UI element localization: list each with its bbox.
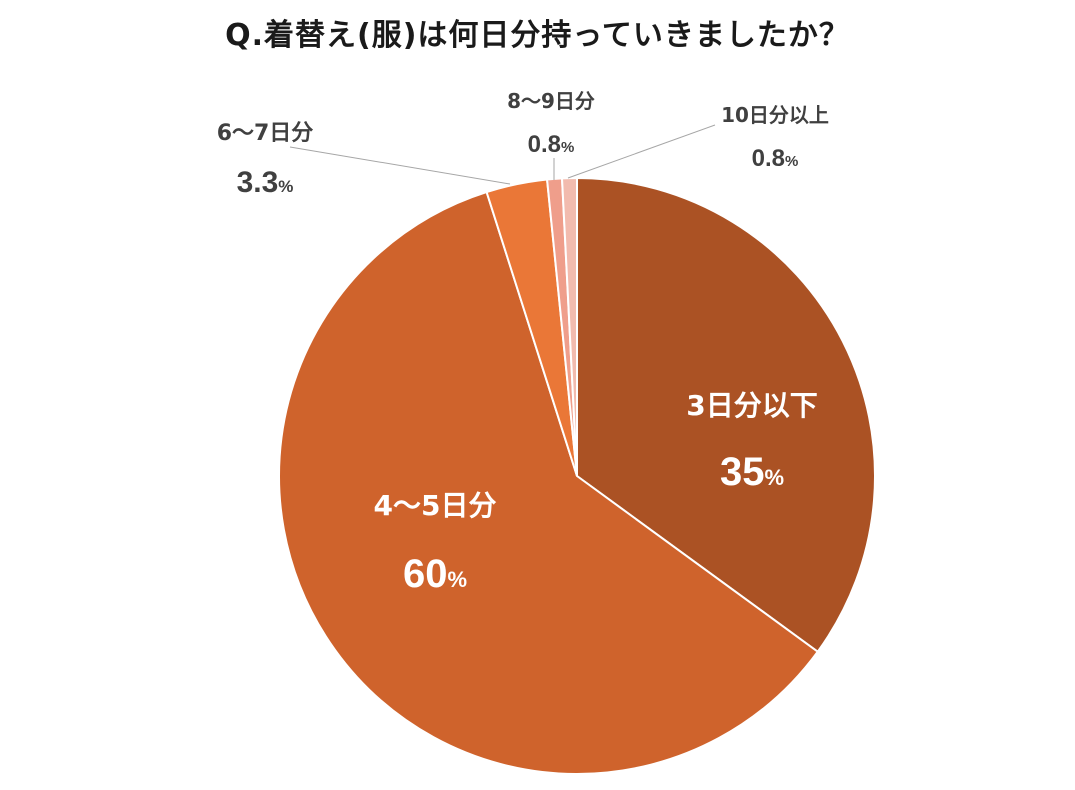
pie-slice-1 (576, 176, 876, 654)
leader-line-3 (289, 146, 511, 185)
pie-slice-5 (560, 176, 578, 477)
pie-slices (278, 176, 876, 775)
slice-value-1: 35% (720, 450, 784, 494)
chart-title: Q.着替え(服)は何日分持っていきましたか？ (225, 18, 850, 53)
slice-label-5: 10日分以上 (721, 103, 829, 127)
slice-label-3: 6〜7日分 (217, 121, 314, 146)
slice-labels: 3日分以下 35% 4〜5日分 60% 6〜7日分 3.3% 8〜9日分 0.8% 10日分以上… (217, 89, 829, 596)
slice-value-2: 60% (403, 552, 467, 596)
leader-line-5 (567, 124, 716, 179)
slice-value-4: 0.8% (528, 131, 575, 158)
slice-value-5: 0.8% (752, 145, 799, 172)
slice-label-4: 8〜9日分 (507, 89, 595, 113)
slice-label-2: 4〜5日分 (374, 489, 497, 522)
leader-lines (289, 124, 716, 185)
slice-value-3: 3.3% (237, 166, 294, 199)
pie-slice-2 (278, 190, 820, 775)
slice-label-1: 3日分以下 (686, 389, 817, 422)
